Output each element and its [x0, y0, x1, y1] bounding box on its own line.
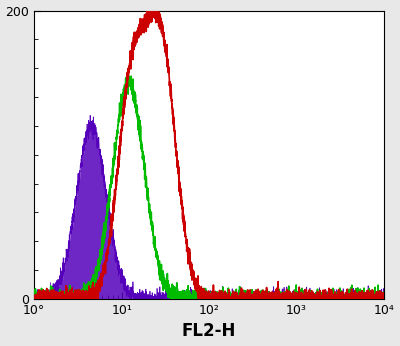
X-axis label: FL2-H: FL2-H [182, 322, 236, 340]
